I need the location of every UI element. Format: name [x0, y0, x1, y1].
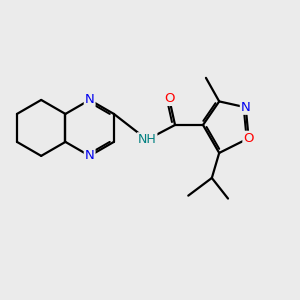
Text: O: O [243, 132, 254, 145]
Text: N: N [85, 93, 94, 106]
Text: NH: NH [138, 133, 156, 146]
Text: N: N [85, 149, 94, 162]
Text: N: N [241, 101, 250, 114]
Text: O: O [164, 92, 174, 105]
